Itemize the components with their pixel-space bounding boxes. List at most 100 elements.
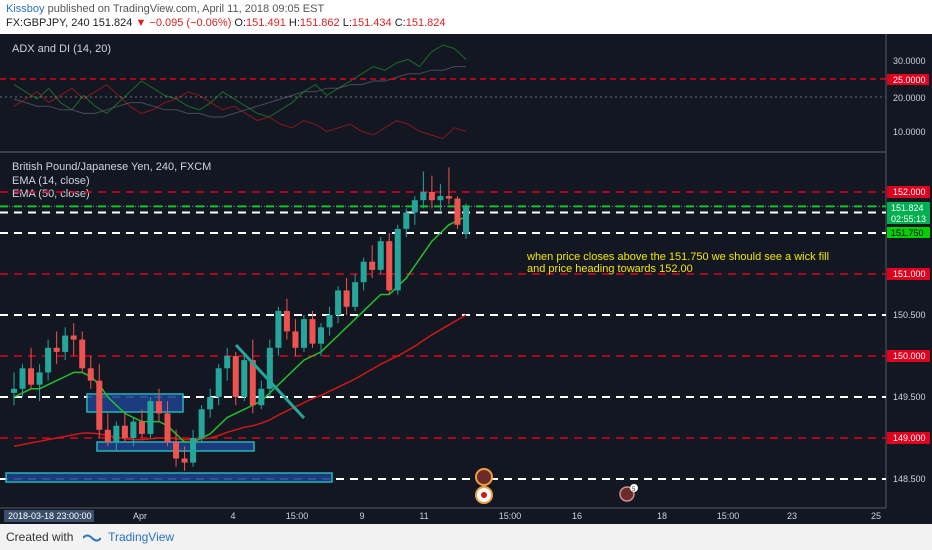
symbol-label: FX:GBPJPY, 240 [6,17,90,29]
time-tick-label-1: 4 [230,511,235,521]
candle-body-33 [292,331,299,348]
candle-body-14 [130,421,137,438]
candle-body-27 [241,360,248,397]
candle-body-35 [309,319,316,344]
indicator-pane: ADX and DI (14, 20) [0,43,886,153]
candle-body-31 [275,310,282,348]
candle-body-45 [394,228,401,291]
minus-di-line [13,83,467,140]
candle-body-38 [335,290,342,315]
author-link[interactable]: Kissboy [6,3,45,15]
price-tick-label-1: 149.000 [893,433,926,443]
price-chart[interactable]: ADX and DI (14, 20) 30.0000 25.0000 20.0… [0,34,932,524]
candle-body-0 [11,388,17,393]
date-tag [4,510,94,522]
price-tick-label-3: 150.000 [893,351,926,361]
candle-body-22 [198,409,205,438]
publish-line: Kissboy published on TradingView.com, Ap… [6,3,324,15]
zone-box-lower [5,472,333,483]
drawn-trendline[interactable] [234,343,306,420]
candle-body-28 [249,360,256,406]
candle-body-39 [343,290,350,307]
time-tick-label-2: 15:00 [286,511,309,521]
time-tick-label-9: 23 [787,511,797,521]
candle-body-41 [360,261,367,283]
time-axis[interactable] [0,508,932,524]
time-tick-label-10: 25 [871,511,881,521]
candle-body-12 [113,425,120,443]
low-label: L: [342,17,352,29]
event-badge-count: 5 [632,487,636,493]
current-price-value: 151.824 [891,203,924,213]
time-tick-label-5: 15:00 [499,511,522,521]
symbol-line: FX:GBPJPY, 240 151.824 ▼ −0.095 (−0.06%)… [6,17,445,29]
candle-body-7 [70,335,77,340]
level-151750-tag [887,227,930,238]
time-tick-label-0: Apr [133,511,147,521]
annotation-line-2: and price heading towards 152.00 [527,263,693,275]
last-price: 151.824 [92,17,133,29]
candle-body-16 [147,401,154,434]
adx-title: ADX and DI (14, 20) [12,43,111,55]
candle-body-32 [283,310,290,332]
price-tick-label-0: 148.500 [893,474,926,484]
candle-body-21 [190,438,197,463]
adx-axis-25: 25.0000 [893,75,926,85]
time-ticks: Apr 4 15:00 9 11 15:00 16 18 15:00 23 25 [133,511,881,521]
candle-body-50 [437,196,444,201]
candlesticks [11,167,469,471]
jp-event-dot [481,492,487,498]
candle-body-4 [45,347,52,373]
created-with-label: Created with [6,530,74,544]
price-tick-label-5: 151.000 [893,269,926,279]
candle-body-42 [369,261,376,270]
candle-body-44 [386,241,393,291]
future-event-icon[interactable] [619,486,635,502]
publish-text: published on TradingView.com, April 11, … [47,3,325,15]
chart-area[interactable]: ADX and DI (14, 20) 30.0000 25.0000 20.0… [0,34,932,524]
candle-body-1 [19,368,26,389]
candle-body-23 [207,397,214,410]
candle-body-13 [121,425,128,438]
candle-body-10 [96,380,103,430]
adx-axis-25-tag [887,74,929,85]
candle-body-48 [420,192,427,201]
candle-body-5 [53,347,60,352]
open-label: O: [234,17,247,29]
plus-di-line [13,44,467,118]
candle-body-20 [181,458,188,463]
candle-body-53 [463,206,469,234]
candle-body-47 [411,200,418,213]
candle-body-51 [445,196,452,199]
chart-header: Kissboy published on TradingView.com, Ap… [0,0,932,34]
candle-body-43 [377,241,384,270]
created-with: Created with TradingView [6,530,174,544]
candle-body-24 [215,368,222,397]
countdown-value: 02:55:13 [891,214,926,224]
candle-body-9 [87,368,94,381]
open-value: 151.491 [246,17,286,29]
low-value: 151.434 [351,17,392,29]
candle-body-6 [62,335,69,352]
footer: Created with TradingView [0,524,932,550]
price-tick-tag-5 [887,268,930,280]
ema50-legend: EMA (50, close) [12,188,90,200]
annotation-line-1: when price closes above the 151.750 we s… [526,251,829,263]
date-tag-label: 2018-03-18 23:00:00 [8,511,92,521]
candle-body-36 [318,327,325,344]
tradingview-link[interactable]: TradingView [108,530,175,544]
candle-body-34 [300,319,307,348]
candle-body-19 [173,442,180,459]
uk-event-icon[interactable] [475,468,493,486]
candle-body-8 [79,339,86,369]
time-tick-label-7: 18 [657,511,667,521]
candle-body-18 [164,413,171,443]
close-value: 151.824 [405,17,446,29]
price-ticks: 148.500 149.000 149.500 150.000 150.500 151.0… [887,186,930,484]
candle-body-3 [36,372,43,385]
candle-body-29 [258,388,265,406]
price-tick-label-7: 152.000 [893,187,926,197]
price-tick-label-2: 149.500 [893,392,926,402]
candle-body-25 [224,356,231,369]
candle-body-40 [352,282,359,307]
